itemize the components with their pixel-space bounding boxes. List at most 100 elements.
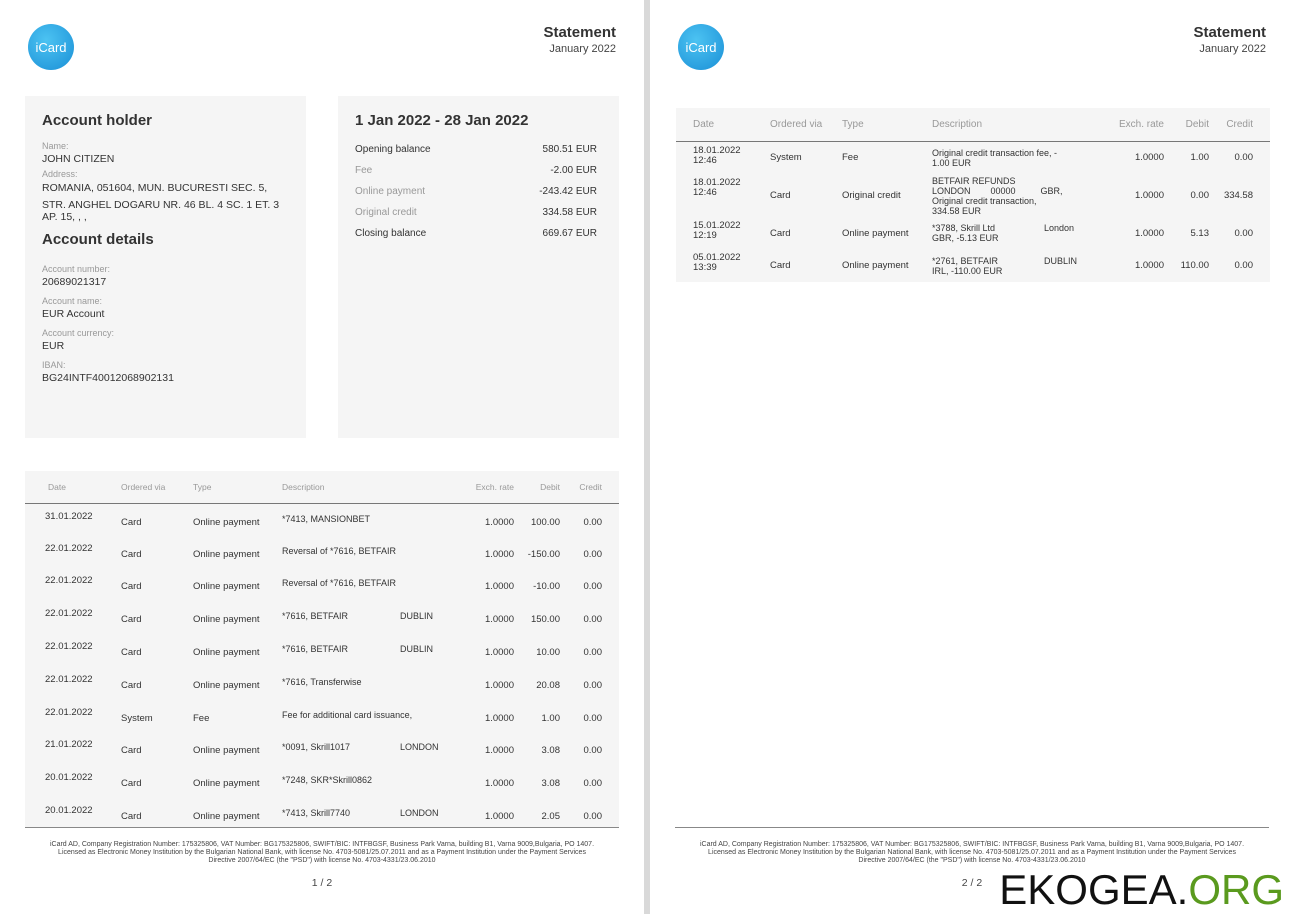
description-text: *7616, BETFAIR bbox=[282, 644, 349, 654]
transactions-table: Date Ordered via Type Description Exch. rate… bbox=[676, 108, 1270, 282]
ordered-via-cell: Card bbox=[770, 260, 791, 271]
footer-line: iCard AD, Company Registration Number: 1… bbox=[699, 841, 1245, 848]
column-header[interactable]: Debit bbox=[1185, 118, 1209, 130]
debit-cell: -10.00 bbox=[533, 581, 560, 592]
footer-line: Licensed as Electronic Money Institution… bbox=[58, 849, 586, 856]
column-header[interactable]: Exch. rate bbox=[475, 481, 514, 492]
account-name: EUR Account bbox=[42, 308, 105, 320]
statement-page-1: iCard Statement January 2022 Account hol… bbox=[0, 0, 644, 914]
date-cell: 22.01.2022 bbox=[45, 543, 93, 554]
balance-value: 669.67 EUR bbox=[542, 228, 597, 239]
column-header[interactable]: Type bbox=[193, 481, 212, 492]
statement-title: Statement bbox=[1193, 24, 1266, 41]
statement-period: 1 Jan 2022 - 28 Jan 2022 bbox=[355, 112, 529, 129]
column-header[interactable]: Ordered via bbox=[121, 481, 166, 492]
transaction-row: 22.01.2022 Card Online payment Reversal of … bbox=[25, 536, 619, 568]
ordered-via-cell: Card bbox=[121, 745, 142, 756]
transaction-row: 20.01.2022 Card Online payment *7413, Skril… bbox=[25, 798, 619, 831]
exchange-rate-cell: 1.0000 bbox=[484, 713, 514, 724]
date-cell: 20.01.2022 bbox=[45, 805, 93, 816]
debit-cell: 2.05 bbox=[541, 811, 561, 822]
exchange-rate-cell: 1.0000 bbox=[1134, 152, 1164, 164]
exchange-rate-cell: 1.0000 bbox=[484, 614, 514, 625]
account-currency-label: Account currency: bbox=[42, 328, 115, 338]
column-header[interactable]: Type bbox=[842, 118, 864, 130]
ordered-via-cell: Card bbox=[770, 227, 791, 239]
date-cell: 22.01.2022 bbox=[45, 608, 93, 619]
credit-cell: 0.00 bbox=[583, 680, 603, 691]
date-cell: 15.01.2022 12:19 bbox=[693, 220, 741, 241]
exchange-rate-cell: 1.0000 bbox=[484, 778, 514, 789]
type-cell: Online payment bbox=[193, 745, 260, 756]
type-cell: Online payment bbox=[193, 581, 260, 592]
date-cell: 05.01.2022 13:39 bbox=[693, 252, 741, 273]
transaction-row: 20.01.2022 Card Online payment *7248, SKR*S… bbox=[25, 765, 619, 798]
date-cell: 22.01.2022 bbox=[45, 674, 93, 685]
description-cell: Original credit transaction fee, - 1.00 … bbox=[928, 141, 1098, 174]
balance-row: Original credit 334.58 EUR bbox=[355, 202, 597, 223]
balance-summary-box: 1 Jan 2022 - 28 Jan 2022 Opening balance… bbox=[338, 96, 619, 438]
balance-row: Opening balance 580.51 EUR bbox=[355, 139, 597, 160]
type-cell: Online payment bbox=[842, 260, 909, 271]
transaction-row: 22.01.2022 Card Online payment Reversal of … bbox=[25, 568, 619, 601]
transaction-row: 22.01.2022 System Fee Fee for additional ca… bbox=[25, 700, 619, 732]
account-details-title: Account details bbox=[42, 231, 154, 248]
legal-footer: iCard AD, Company Registration Number: 1… bbox=[675, 827, 1269, 865]
type-cell: Online payment bbox=[193, 647, 260, 658]
type-cell: Online payment bbox=[193, 811, 260, 822]
name-label: Name: bbox=[42, 141, 69, 151]
description-city: DUBLIN bbox=[400, 644, 434, 654]
type-cell: Online payment bbox=[193, 549, 260, 560]
ordered-via-cell: Card bbox=[121, 516, 142, 528]
ordered-via-cell: System bbox=[121, 713, 153, 724]
description-content: *7616, BETFAIR DUBLIN bbox=[282, 644, 454, 655]
description-text: Reversal of *7616, BETFAIR bbox=[282, 546, 397, 556]
iban-label: IBAN: bbox=[42, 360, 66, 370]
balance-row: Closing balance 669.67 EUR bbox=[355, 223, 597, 244]
balance-label: Closing balance bbox=[355, 228, 427, 239]
ordered-via-cell: System bbox=[770, 152, 802, 164]
type-cell: Online payment bbox=[842, 227, 909, 239]
description-text: *7413, MANSIONBET bbox=[282, 513, 371, 524]
balance-value: -2.00 EUR bbox=[550, 165, 597, 176]
address-label: Address: bbox=[42, 169, 78, 179]
page-number: 2 / 2 bbox=[961, 877, 983, 889]
column-header[interactable]: Date bbox=[693, 118, 715, 130]
description-content: Original credit transaction fee, - 1.00 … bbox=[932, 148, 1094, 168]
balance-label: Opening balance bbox=[355, 144, 431, 155]
transaction-row: 31.01.2022 Card Online payment *7413, MANSI… bbox=[25, 503, 619, 536]
statement-month: January 2022 bbox=[549, 43, 616, 55]
debit-cell: 110.00 bbox=[1180, 260, 1209, 271]
balance-label: Online payment bbox=[355, 186, 426, 197]
transaction-row: 18.01.2022 12:46 System Fee Original credit… bbox=[676, 141, 1270, 174]
column-header[interactable]: Description bbox=[932, 118, 983, 130]
exchange-rate-cell: 1.0000 bbox=[484, 647, 514, 658]
description-text: *7616, BETFAIR bbox=[282, 611, 349, 621]
description-text: *7413, Skrill7740 bbox=[282, 808, 351, 818]
statement-page-2: iCard Statement January 2022 Date Ordered… bbox=[650, 0, 1294, 914]
balance-row: Online payment -243.42 EUR bbox=[355, 181, 597, 202]
description-content: *7413, Skrill7740 LONDON bbox=[282, 808, 454, 819]
account-currency: EUR bbox=[42, 340, 65, 352]
column-header[interactable]: Description bbox=[282, 481, 325, 492]
transactions-table-page-1: Date Ordered via Type Description Exch. rate… bbox=[25, 471, 619, 828]
footer-line: Licensed as Electronic Money Institution… bbox=[708, 849, 1236, 856]
column-header[interactable]: Exch. rate bbox=[1118, 118, 1164, 130]
account-number-label: Account number: bbox=[42, 264, 111, 274]
description-text: *7248, SKR*Skrill0862 bbox=[282, 775, 373, 785]
column-header[interactable]: Credit bbox=[1226, 118, 1253, 130]
credit-cell: 0.00 bbox=[583, 745, 603, 756]
footer-line: Directive 2007/64/EC (the "PSD") with li… bbox=[208, 857, 436, 864]
column-header[interactable]: Ordered via bbox=[770, 118, 823, 130]
exchange-rate-cell: 1.0000 bbox=[484, 549, 514, 560]
description-content: *2761, BETFAIR IRL, -110.00 EUR DUBLIN bbox=[932, 256, 1094, 276]
icard-logo: iCard bbox=[678, 24, 724, 70]
description-content: Reversal of *7616, BETFAIR bbox=[282, 578, 454, 589]
column-header[interactable]: Credit bbox=[579, 481, 602, 492]
exchange-rate-cell: 1.0000 bbox=[484, 745, 514, 756]
table-header: Date Ordered via Type Description Exch. rate… bbox=[676, 108, 1270, 141]
balance-rows: Opening balance 580.51 EUR Fee -2.00 EUR Onl… bbox=[355, 139, 597, 244]
column-header[interactable]: Debit bbox=[540, 481, 560, 492]
column-header[interactable]: Date bbox=[48, 481, 66, 492]
debit-cell: 10.00 bbox=[536, 647, 560, 658]
